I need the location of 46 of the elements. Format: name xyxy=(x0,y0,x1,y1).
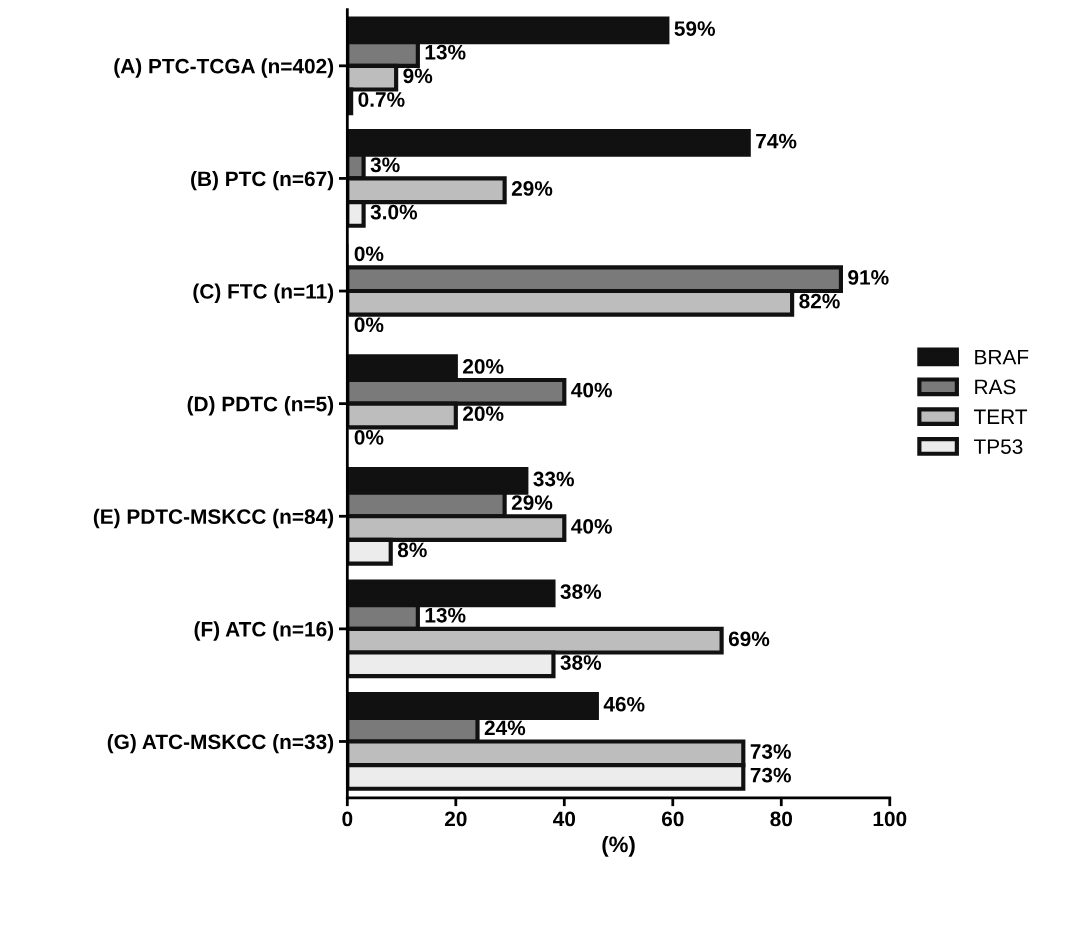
data-label: 8% xyxy=(397,542,427,558)
legend-label: BRAF xyxy=(975,349,1029,365)
data-label: 38% xyxy=(560,584,602,600)
legend-label: TP53 xyxy=(973,439,1023,454)
data-label: 3% xyxy=(370,157,400,173)
data-label: 46% xyxy=(603,696,645,712)
data-label: 9% xyxy=(403,68,433,84)
data-label: 13% xyxy=(425,607,466,623)
x-tick-label: 0 xyxy=(342,811,353,827)
data-label: 0% xyxy=(354,429,384,445)
data-label: 40% xyxy=(571,518,612,534)
data-label: 0.7% xyxy=(358,92,405,107)
data-label: 20% xyxy=(463,406,504,422)
x-axis-title: (%) xyxy=(602,835,635,857)
data-label: 73% xyxy=(750,744,791,759)
x-tick-label: 60 xyxy=(661,811,684,827)
data-label: 29% xyxy=(511,495,553,511)
data-label: 24% xyxy=(484,720,526,736)
y-tick-label: (F) ATC (n=16) xyxy=(194,621,334,641)
data-label: 20% xyxy=(463,359,504,374)
data-label: 40% xyxy=(571,382,612,398)
data-label: 38% xyxy=(560,655,602,670)
y-tick-label: (B) PTC (n=67) xyxy=(191,170,334,191)
data-label: 59% xyxy=(674,21,716,36)
data-label: 3.0% xyxy=(370,204,418,220)
data-label: 91% xyxy=(848,270,889,285)
x-tick-label: 80 xyxy=(770,811,793,827)
x-tick-label: 100 xyxy=(873,811,907,827)
x-tick-label: 20 xyxy=(444,811,467,827)
y-tick-label: (C) FTC (n=11) xyxy=(193,283,334,303)
data-label: 74% xyxy=(756,133,797,149)
y-tick-label: (G) ATC-MSKCC (n=33) xyxy=(107,733,334,754)
legend-label: TERT xyxy=(973,409,1028,424)
data-label: 0% xyxy=(354,246,384,262)
y-tick-label: (A) PTC-TCGA (n=402) xyxy=(114,58,334,78)
data-label: 82% xyxy=(799,293,840,309)
data-label: 0% xyxy=(354,317,384,333)
data-label: 29% xyxy=(511,181,553,196)
data-label: 33% xyxy=(533,471,574,487)
legend-label: RAS xyxy=(975,379,1016,395)
data-label: 69% xyxy=(728,631,770,647)
x-tick-label: 40 xyxy=(553,811,576,827)
y-tick-label: (D) PDTC (n=5) xyxy=(187,396,334,416)
data-label: 13% xyxy=(425,44,466,60)
data-label: 73% xyxy=(750,767,791,783)
y-tick-label: (E) PDTC-MSKCC (n=84) xyxy=(93,508,334,529)
